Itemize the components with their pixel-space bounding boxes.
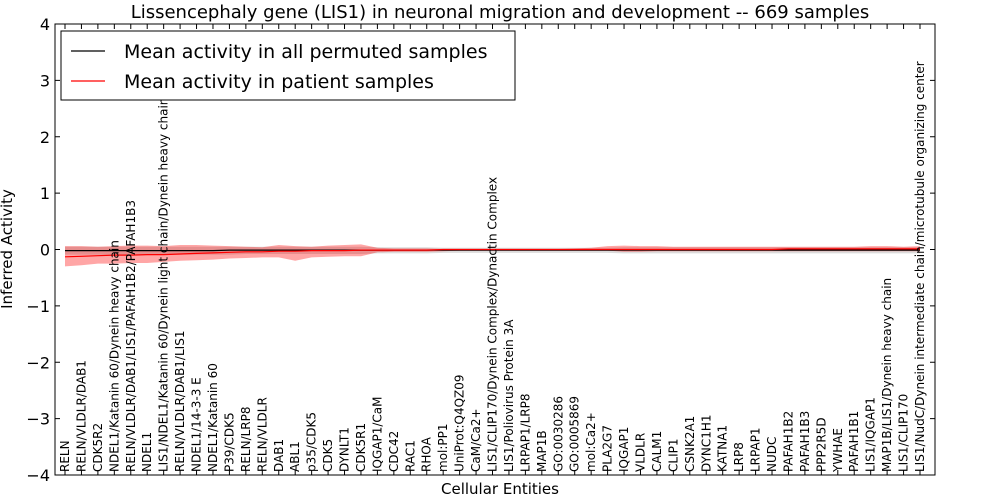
y-tick-label: 3 xyxy=(40,71,50,90)
y-tick-label: −2 xyxy=(26,353,50,372)
x-tick-label: LIS1/IQGAP1 xyxy=(864,397,878,472)
x-tick-label: CALM1 xyxy=(650,431,664,472)
x-tick-label: PAFAH1B3 xyxy=(798,411,812,472)
x-tick-label: IQGAP1 xyxy=(617,427,631,472)
x-tick-label: PLA2G7 xyxy=(601,425,615,472)
x-tick-label: LRP8 xyxy=(732,442,746,472)
x-tick-label: RELN xyxy=(58,440,72,472)
x-tick-label: mol:Ca2+ xyxy=(584,412,598,472)
x-tick-label: KATNA1 xyxy=(716,425,730,472)
legend-label: Mean activity in patient samples xyxy=(124,71,434,93)
x-tick-label: RHOA xyxy=(420,436,434,472)
y-tick-label: 4 xyxy=(40,15,50,34)
x-tick-label: NDEL1 xyxy=(140,432,154,472)
x-tick-label: LIS1/NDEL1/Katanin 60/Dynein light chain… xyxy=(157,98,171,472)
x-tick-label: RELN/VLDLR xyxy=(255,397,269,472)
legend: Mean activity in all permuted samples Mea… xyxy=(60,30,516,101)
legend-box xyxy=(60,30,516,101)
x-tick-label: LIS1/NudC/Dynein intermediate chain/micr… xyxy=(913,61,927,472)
y-tick-label: 1 xyxy=(40,184,50,203)
x-tick-label: GO:0030286 xyxy=(551,396,565,472)
x-tick-label: MAP1B xyxy=(535,430,549,472)
x-tick-label: LIS1/Poliovirus Protein 3A xyxy=(502,319,516,472)
x-tick-label: mol:PP1 xyxy=(436,423,450,472)
x-tick-label: VLDLR xyxy=(634,433,648,472)
y-axis-ticks: −4 −3 −2 −1 0 1 2 3 4 xyxy=(26,15,935,485)
x-tick-label: P39/CDK5 xyxy=(222,412,236,472)
y-axis-label: Inferred Activity xyxy=(0,189,16,309)
x-tick-label: NDEL1/Katanin 60 xyxy=(206,363,220,472)
x-tick-label: IQGAP1/CaM xyxy=(370,397,384,473)
x-tick-label: MAP1B/LIS1/Dynein heavy chain xyxy=(880,278,894,472)
x-tick-label: CaM/Ca2+ xyxy=(469,408,483,472)
x-tick-label: NDEL1/14-3-3 E xyxy=(190,377,204,472)
x-tick-label: LIS1/CLIP170 xyxy=(897,394,911,472)
x-tick-label: RELN/LRP8 xyxy=(239,406,253,472)
y-tick-label: 2 xyxy=(40,128,50,147)
x-tick-label: PPP2R5D xyxy=(814,417,828,472)
x-tick-label: GO:0005869 xyxy=(568,396,582,472)
x-tick-label: CLIP1 xyxy=(666,439,680,472)
x-tick-label: RELN/VLDLR/DAB1 xyxy=(74,360,88,472)
x-tick-label: RAC1 xyxy=(403,440,417,472)
x-tick-label: PAFAH1B1 xyxy=(847,411,861,472)
x-tick-label: CDK5R1 xyxy=(354,423,368,472)
x-tick-label: NDEL1/Katanin 60/Dynein heavy chain xyxy=(107,240,121,472)
x-tick-label: CSNK2A1 xyxy=(683,416,697,472)
x-tick-label: DAB1 xyxy=(272,439,286,472)
x-tick-label: PAFAH1B2 xyxy=(782,411,796,472)
x-tick-label: LRPAP1 xyxy=(749,427,763,472)
x-tick-label: LIS1/CLIP170/Dynein Complex/Dynactin Com… xyxy=(486,177,500,472)
x-tick-label: CDK5R2 xyxy=(91,423,105,472)
x-tick-label: CDK5 xyxy=(321,439,335,472)
y-tick-label: −1 xyxy=(26,297,50,316)
x-tick-label: NUDC xyxy=(765,437,779,472)
x-tick-label: DYNLT1 xyxy=(338,427,352,472)
series-line-patient xyxy=(64,248,920,258)
x-tick-label: UniProt:Q4QZ09 xyxy=(453,374,467,472)
x-axis-label: Cellular Entities xyxy=(441,480,559,498)
legend-label: Mean activity in all permuted samples xyxy=(124,41,487,63)
x-tick-label: CDC42 xyxy=(387,431,401,472)
plot-area-frame xyxy=(54,23,936,476)
y-tick-label: −3 xyxy=(26,410,50,429)
x-tick-label: YWHAE xyxy=(831,428,845,473)
y-tick-label: −4 xyxy=(26,466,50,485)
x-tick-label: RELN/VLDLR/DAB1/LIS1/PAFAH1B2/PAFAH1B3 xyxy=(124,200,138,472)
series-lines xyxy=(64,248,920,258)
x-axis-ticks: RELN RELN/VLDLR/DAB1 CDK5R2 NDEL1/Katanin 6… xyxy=(58,24,927,475)
chart-title: Lissencephaly gene (LIS1) in neuronal mi… xyxy=(131,2,870,23)
x-tick-label: ABL1 xyxy=(288,441,302,472)
y-tick-label: 0 xyxy=(40,241,50,260)
x-tick-label: LRPAP1/LRP8 xyxy=(518,393,532,472)
x-tick-label: DYNC1H1 xyxy=(699,414,713,472)
x-tick-label: RELN/VLDLR/DAB1/LIS1 xyxy=(173,331,187,472)
x-tick-label: p35/CDK5 xyxy=(305,412,319,472)
